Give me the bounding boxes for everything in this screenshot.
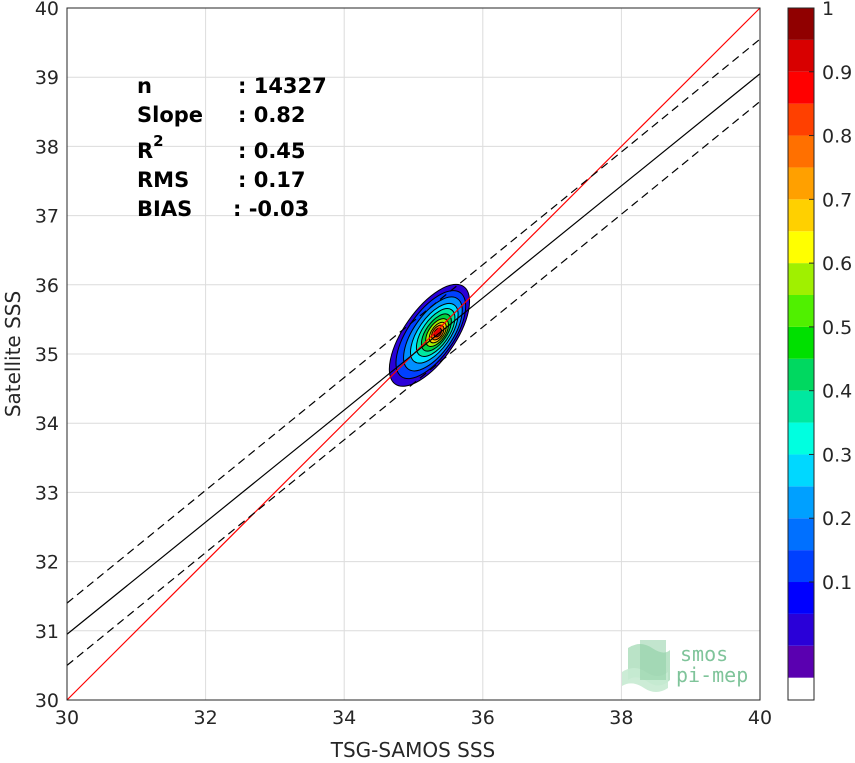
y-tick-label: 38 (35, 136, 59, 158)
colorbar-cell (788, 167, 814, 200)
x-tick-label: 30 (55, 707, 79, 729)
colorbar-frame (787, 7, 815, 701)
stat-bias-label: BIAS (137, 197, 192, 221)
y-tick-label: 35 (35, 344, 59, 366)
colorbar: 0.1 0.2 0.3 0.4 0.5 0.6 0.7 0.8 0.9 1 (787, 0, 852, 701)
colorbar-cell (788, 231, 814, 264)
smos-pimep-logo: smos pi-mep (622, 640, 748, 692)
plot-area: 30 32 34 36 38 40 30 31 32 33 34 35 36 37 38 39 40 (35, 0, 772, 729)
y-tick-label: 33 (35, 482, 59, 504)
y-tick-label: 31 (35, 621, 59, 643)
colorbar-cell (788, 677, 814, 700)
y-axis-ticks: 30 31 32 33 34 35 36 37 38 39 40 (35, 0, 59, 712)
colorbar-cell (788, 295, 814, 327)
colorbar-cell (788, 390, 814, 423)
colorbar-tick-label: 0.6 (822, 253, 852, 275)
colorbar-cell (788, 613, 814, 646)
colorbar-tick-label: 0.8 (822, 126, 852, 148)
colorbar-cell (788, 71, 814, 104)
colorbar-cell (788, 199, 814, 232)
colorbar-tick-label: 1 (822, 0, 834, 20)
logo-panel-icon (640, 640, 666, 680)
x-axis-ticks: 30 32 34 36 38 40 (55, 707, 772, 729)
stats-box: n : 14327 Slope : 0.82 R2 : 0.45 RMS : 0… (137, 74, 327, 221)
plot-frame (66, 7, 761, 701)
y-tick-label: 37 (35, 206, 59, 228)
grid (66, 7, 761, 701)
colorbar-ticks: 0.1 0.2 0.3 0.4 0.5 0.6 0.7 0.8 0.9 1 (809, 0, 852, 594)
colorbar-cells (788, 8, 814, 700)
stat-slope-value: : 0.82 (238, 103, 306, 127)
y-tick-label: 34 (35, 413, 59, 435)
colorbar-cell (788, 550, 814, 583)
y-tick-label: 36 (35, 275, 59, 297)
regression-line (66, 73, 761, 635)
stat-r2-value: : 0.45 (238, 139, 306, 163)
colorbar-cell (788, 103, 814, 136)
colorbar-cell (788, 135, 814, 168)
stat-rms-value: : 0.17 (238, 168, 306, 192)
y-tick-label: 39 (35, 67, 59, 89)
logo-text-smos: smos (680, 642, 728, 666)
y-tick-label: 32 (35, 552, 59, 574)
regression-lines (66, 7, 761, 701)
y-axis-label: Satellite SSS (1, 291, 25, 417)
y-tick-label: 40 (35, 0, 59, 20)
stat-n-value: : 14327 (238, 74, 327, 98)
x-tick-label: 40 (748, 707, 772, 729)
colorbar-cell (788, 39, 814, 72)
colorbar-cell (788, 582, 814, 614)
logo-text-pimep: pi-mep (676, 663, 748, 687)
colorbar-cell (788, 263, 814, 296)
colorbar-cell (788, 518, 814, 551)
stat-n-label: n (137, 74, 152, 98)
x-tick-label: 34 (332, 707, 356, 729)
colorbar-cell (788, 486, 814, 519)
colorbar-cell (788, 645, 814, 678)
confidence-line (66, 100, 761, 666)
x-tick-label: 32 (194, 707, 218, 729)
colorbar-cell (788, 8, 814, 40)
stat-slope-label: Slope (137, 103, 203, 127)
colorbar-tick-label: 0.7 (822, 189, 852, 211)
stat-r2-label: R2 (137, 132, 164, 163)
colorbar-tick-label: 0.2 (822, 508, 852, 530)
colorbar-tick-label: 0.9 (822, 62, 852, 84)
confidence-line (66, 38, 761, 604)
colorbar-tick-label: 0.5 (822, 317, 852, 339)
stat-rms-label: RMS (137, 168, 189, 192)
x-tick-label: 36 (471, 707, 495, 729)
y-tick-label: 30 (35, 690, 59, 712)
x-tick-label: 38 (609, 707, 633, 729)
colorbar-cell (788, 422, 814, 455)
colorbar-tick-label: 0.3 (822, 444, 852, 466)
stat-r2-base: R (137, 139, 153, 163)
colorbar-tick-label: 0.1 (822, 572, 852, 594)
stat-r2-sup: 2 (153, 132, 163, 150)
colorbar-tick-label: 0.4 (822, 381, 852, 403)
colorbar-cell (788, 326, 814, 359)
stat-bias-value: : -0.03 (233, 197, 309, 221)
x-axis-label: TSG-SAMOS SSS (330, 738, 496, 762)
colorbar-cell (788, 358, 814, 391)
colorbar-cell (788, 454, 814, 487)
